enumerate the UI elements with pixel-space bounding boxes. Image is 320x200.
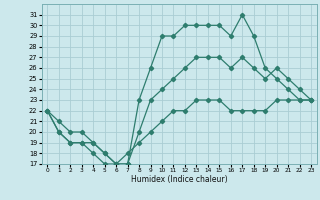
X-axis label: Humidex (Indice chaleur): Humidex (Indice chaleur)	[131, 175, 228, 184]
